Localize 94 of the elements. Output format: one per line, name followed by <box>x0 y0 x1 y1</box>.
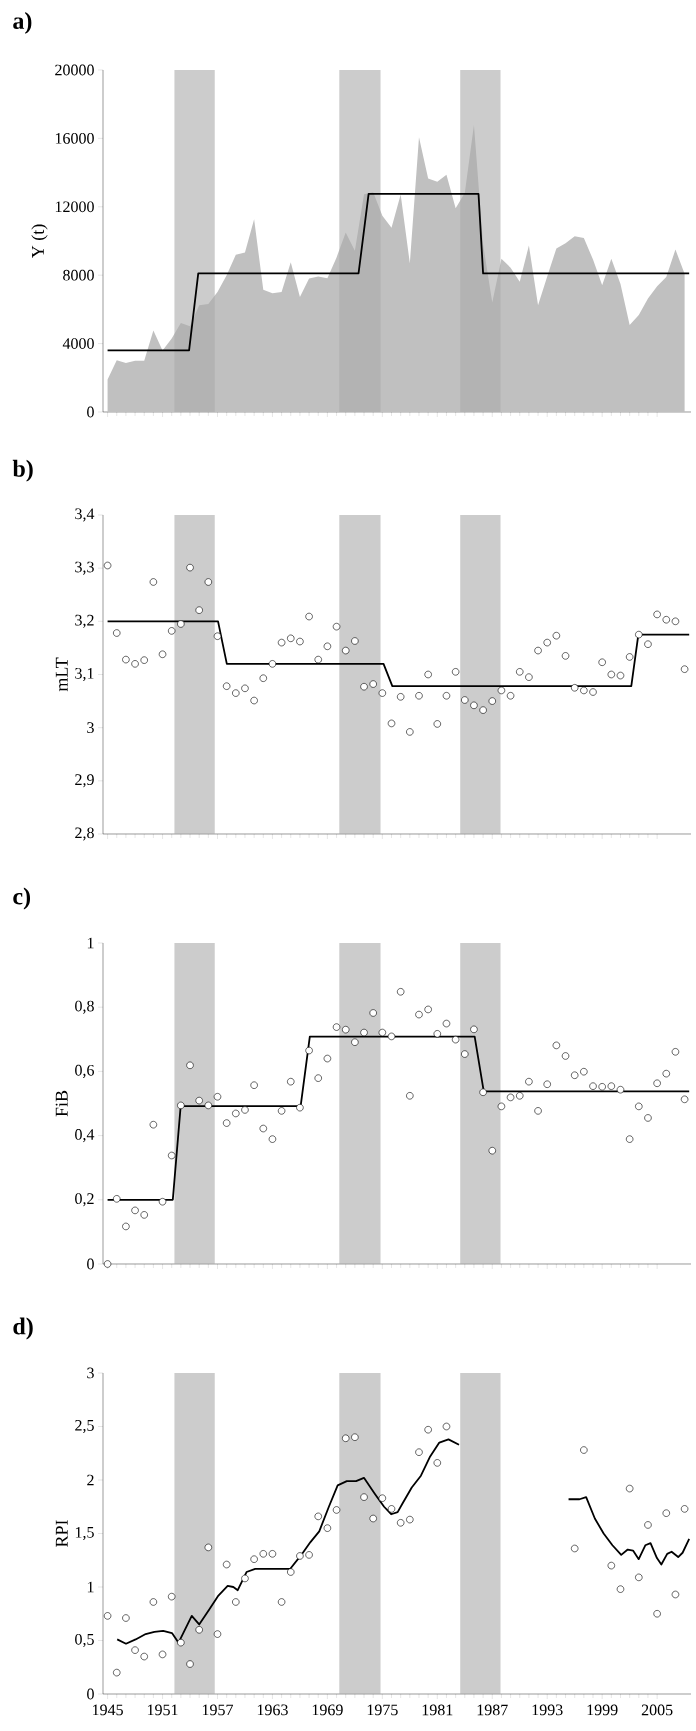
point <box>369 1514 377 1523</box>
point <box>149 1598 158 1606</box>
y-tick-label: 2,5 <box>75 1419 94 1434</box>
point <box>140 1652 148 1661</box>
point <box>122 1614 130 1622</box>
point <box>607 1561 616 1570</box>
y-tick-label: 2,8 <box>75 827 94 841</box>
point <box>241 1574 249 1583</box>
point <box>644 1521 652 1529</box>
y-tick-label: 3,1 <box>75 667 94 682</box>
y-tick-label: 3 <box>87 722 94 734</box>
point <box>305 1551 313 1559</box>
x-tick-label: 1999 <box>587 1704 618 1716</box>
point <box>103 1612 112 1620</box>
y-tick-label: 0,8 <box>75 1000 94 1014</box>
point <box>250 1555 258 1563</box>
point <box>635 1573 643 1582</box>
x-tick-label: 1957 <box>202 1704 234 1716</box>
x-tick-label: 1975 <box>367 1704 398 1716</box>
x-tick-label: 1963 <box>257 1704 288 1716</box>
point <box>158 1650 167 1659</box>
y-tick-label: 1 <box>87 937 94 949</box>
y-tick-label: 20000 <box>55 64 94 76</box>
point <box>387 1505 396 1513</box>
point <box>287 1568 295 1576</box>
y-tick-label: 0,6 <box>75 1064 95 1078</box>
y-tick-label: 3,2 <box>75 614 94 628</box>
x-tick-label: 1993 <box>532 1704 563 1716</box>
point <box>332 1506 341 1514</box>
y-tick-label: 3,4 <box>75 508 95 522</box>
point <box>616 1585 625 1593</box>
x-tick-label: 1981 <box>422 1704 453 1716</box>
point <box>625 1484 634 1493</box>
x-tick-label: 1945 <box>92 1704 123 1716</box>
y-tick-label: 0,5 <box>75 1633 94 1648</box>
point <box>259 1550 267 1558</box>
y-tick-label: 4000 <box>62 338 94 349</box>
point <box>268 1550 277 1558</box>
point <box>222 1560 231 1569</box>
point <box>177 1638 185 1647</box>
y-tick-label: 0,2 <box>75 1193 94 1207</box>
point <box>433 1459 441 1467</box>
point <box>406 1515 414 1524</box>
x-tick-label: 1951 <box>147 1704 178 1716</box>
y-tick-label: 1,5 <box>75 1526 94 1541</box>
y-axis-title: Y (t) <box>31 224 48 259</box>
point <box>277 1598 286 1606</box>
point <box>113 1668 121 1677</box>
y-tick-label: 2 <box>87 1474 94 1486</box>
chart-title: d) <box>13 1317 33 1340</box>
y-tick-label: 1 <box>87 1581 94 1593</box>
point <box>314 1512 322 1521</box>
point <box>671 1590 680 1599</box>
y-tick-label: 0 <box>87 1688 94 1700</box>
point <box>680 1505 689 1513</box>
y-tick-label: 8000 <box>63 269 94 281</box>
chart-title: c) <box>13 887 31 910</box>
y-tick-label: 2,9 <box>75 774 94 788</box>
point <box>653 1610 661 1618</box>
y-tick-label: 3,3 <box>75 561 94 575</box>
y-tick-label: 3 <box>87 1367 94 1379</box>
x-tick-label: 1987 <box>477 1704 508 1716</box>
y-tick-label: 16000 <box>55 132 94 144</box>
point <box>323 1524 332 1532</box>
point <box>580 1446 588 1454</box>
point <box>213 1630 222 1638</box>
point <box>186 1660 194 1668</box>
chart-title: a) <box>13 12 32 34</box>
point <box>131 1646 139 1654</box>
point <box>360 1493 368 1501</box>
point <box>195 1626 203 1634</box>
point <box>378 1494 387 1502</box>
point <box>296 1552 304 1560</box>
point <box>442 1422 451 1431</box>
y-axis-title: RPI <box>55 1520 68 1547</box>
x-tick-label: 2005 <box>641 1704 673 1716</box>
point <box>396 1519 405 1527</box>
chart-title: b) <box>12 459 33 482</box>
point <box>662 1509 670 1517</box>
y-tick-label: 0 <box>87 1258 94 1270</box>
y-tick-label: 12000 <box>55 201 94 213</box>
y-axis-title: mLT <box>55 657 68 692</box>
point <box>351 1433 359 1441</box>
y-tick-label: 0 <box>87 406 94 418</box>
point <box>168 1592 176 1601</box>
point <box>232 1598 240 1606</box>
point <box>424 1426 432 1434</box>
y-axis-title: FiB <box>55 1090 68 1117</box>
x-tick-label: 1969 <box>312 1704 343 1716</box>
point <box>415 1448 423 1456</box>
y-tick-label: 0,4 <box>75 1129 95 1143</box>
point <box>204 1543 213 1552</box>
point <box>571 1544 579 1553</box>
point <box>342 1434 350 1442</box>
